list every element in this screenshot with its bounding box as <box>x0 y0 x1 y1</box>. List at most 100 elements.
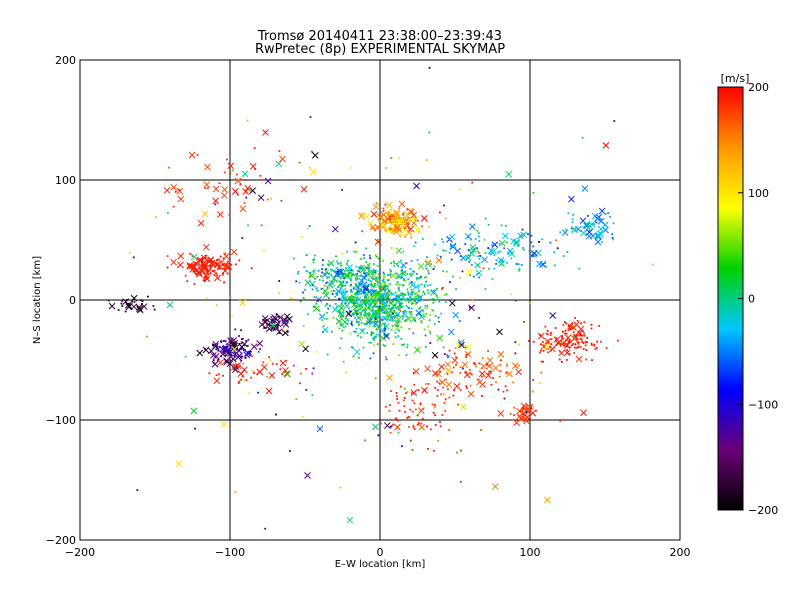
data-point-dot <box>380 287 383 290</box>
data-point-dot <box>574 317 577 319</box>
data-point-dot <box>250 355 253 358</box>
data-point-dot <box>388 300 391 303</box>
data-point-cross <box>501 232 509 240</box>
data-point-dot <box>398 207 401 210</box>
data-point-dot <box>463 256 465 259</box>
data-point-dot <box>399 385 402 388</box>
data-point-dot <box>427 325 430 328</box>
data-point-dot <box>593 343 596 346</box>
data-point-dot <box>394 291 397 294</box>
data-point-dot <box>411 273 414 276</box>
data-point-dot <box>308 166 311 169</box>
data-point-dot <box>433 354 436 357</box>
data-point-dot <box>384 327 387 330</box>
data-point-dot <box>401 445 403 448</box>
data-point-dot <box>224 354 227 357</box>
data-point-dot <box>398 225 401 228</box>
data-point-dot <box>450 258 453 261</box>
data-point-dot <box>587 214 589 217</box>
data-point-cross <box>583 222 591 230</box>
data-point-dot <box>575 346 578 349</box>
data-point-dot <box>383 281 386 284</box>
data-point-dot <box>382 295 385 298</box>
data-point-cross <box>451 356 459 364</box>
data-point-dot <box>392 312 394 315</box>
data-point-dot <box>398 289 401 292</box>
data-point-cross <box>196 256 204 264</box>
data-point-dot <box>532 255 535 258</box>
data-point-dot <box>585 358 588 361</box>
data-point-dot <box>377 434 380 437</box>
data-point-dot <box>442 270 445 272</box>
data-point-dot <box>392 230 395 233</box>
data-point-dot <box>438 320 440 323</box>
data-point-dot <box>204 262 207 265</box>
data-point-dot <box>373 344 375 347</box>
data-point-dot <box>369 357 372 360</box>
data-point-dot <box>387 279 390 281</box>
data-point-dot <box>423 285 426 288</box>
data-point-dot <box>371 301 374 304</box>
data-point-cross <box>304 472 311 479</box>
data-point-dot <box>394 223 397 226</box>
data-point-dot <box>452 394 455 397</box>
data-point-dot <box>344 302 347 304</box>
data-point-dot <box>369 308 371 310</box>
data-point-dot <box>580 334 583 337</box>
data-point-dot <box>363 291 366 293</box>
data-point-dot <box>241 338 244 340</box>
data-point-dot <box>372 298 375 301</box>
data-point-dot <box>411 291 413 294</box>
data-point-cross <box>211 360 219 368</box>
data-point-dot <box>335 255 337 258</box>
data-point-dot <box>422 310 424 313</box>
data-point-dot <box>202 268 205 271</box>
data-point-dot <box>426 304 429 307</box>
data-point-dot <box>211 270 214 272</box>
data-point-dot <box>517 263 520 266</box>
data-point-dot <box>387 215 390 218</box>
data-point-cross <box>467 390 475 398</box>
data-point-dot <box>354 292 357 295</box>
data-point-dot <box>439 255 442 258</box>
data-point-cross <box>431 351 439 359</box>
data-point-dot <box>437 439 440 442</box>
data-point-dot <box>493 254 496 257</box>
data-point-dot <box>593 344 596 347</box>
data-point-dot <box>339 280 342 283</box>
data-point-dot <box>477 250 479 253</box>
data-point-dot <box>312 261 315 264</box>
data-point-dot <box>428 319 431 322</box>
data-point-dot <box>368 273 370 275</box>
data-point-dot <box>250 376 253 379</box>
data-point-dot <box>224 340 227 343</box>
data-point-dot <box>594 348 597 351</box>
data-point-dot <box>590 327 593 330</box>
data-point-dot <box>443 401 446 404</box>
data-point-cross <box>369 223 377 231</box>
data-point-cross <box>379 334 387 342</box>
data-point-dot <box>401 219 404 221</box>
data-point-cross <box>201 210 209 218</box>
data-point-dot <box>547 351 550 354</box>
data-point-dot <box>327 263 329 266</box>
data-point-dot <box>507 252 510 255</box>
data-point-dot <box>541 238 544 241</box>
data-point-dot <box>572 342 575 345</box>
data-point-cross <box>337 280 345 287</box>
data-point-dot <box>419 403 422 406</box>
data-point-dot <box>240 359 243 362</box>
data-point-dot <box>226 262 228 265</box>
data-point-dot <box>431 403 434 406</box>
data-point-dot <box>414 408 417 411</box>
data-point-cross <box>497 350 505 358</box>
data-point-dot <box>344 284 347 287</box>
data-point-dot <box>442 204 445 207</box>
data-point-dot <box>538 351 541 354</box>
data-point-dot <box>186 280 189 283</box>
data-point-dot <box>297 270 300 273</box>
data-point-dot <box>471 299 474 302</box>
data-point-dot <box>381 319 384 322</box>
data-point-dot <box>407 218 410 220</box>
data-point-dot <box>311 150 313 153</box>
